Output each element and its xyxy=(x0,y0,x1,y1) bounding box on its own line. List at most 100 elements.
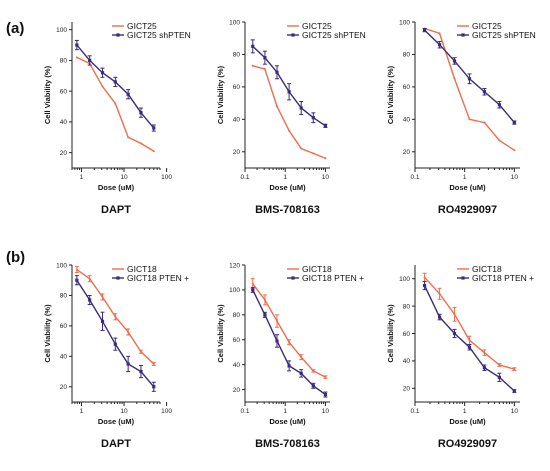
data-point xyxy=(263,298,266,301)
legend-label: GICT25 shPTEN xyxy=(127,30,191,40)
drug-title: RO4929097 xyxy=(438,204,497,216)
data-point xyxy=(101,85,104,88)
y-tick-label: 80 xyxy=(403,303,411,310)
data-point xyxy=(152,126,156,130)
data-point xyxy=(276,105,279,108)
data-point xyxy=(139,111,143,115)
chart-5: 20 40 60 80 100 0.1 1 10 Dose (uM) Cell Viability… xyxy=(386,264,534,450)
legend-marker xyxy=(291,33,295,37)
legend-label: GICT18 PTEN + xyxy=(302,273,364,283)
y-axis-title: Cell Viability (%) xyxy=(216,65,225,124)
data-point xyxy=(152,150,155,153)
data-point xyxy=(437,43,442,47)
x-tick-label: 10 xyxy=(511,408,519,415)
data-point xyxy=(422,28,427,32)
x-tick-label: 10 xyxy=(120,174,128,181)
y-tick-label: 40 xyxy=(403,358,411,365)
data-point xyxy=(300,356,303,359)
series-modified: GICT25 shPTEN xyxy=(74,30,191,132)
y-tick-label: 40 xyxy=(233,362,241,369)
x-tick-label: 1 xyxy=(463,408,467,415)
y-tick-label: 20 xyxy=(233,149,241,156)
series-line xyxy=(252,65,326,159)
data-point xyxy=(251,288,255,292)
data-point xyxy=(75,56,78,59)
data-point xyxy=(299,106,303,110)
data-point xyxy=(468,118,471,121)
x-tick-label: 100 xyxy=(161,408,172,415)
legend-marker xyxy=(461,33,465,37)
drug-title: DAPT xyxy=(101,438,131,450)
data-point xyxy=(453,313,456,316)
x-tick-label: 100 xyxy=(161,174,172,181)
data-point xyxy=(152,385,156,389)
y-tick-label: 100 xyxy=(56,262,67,269)
data-point xyxy=(300,147,303,150)
data-point xyxy=(251,44,255,48)
x-tick-label: 0.1 xyxy=(240,174,249,181)
data-point xyxy=(311,384,315,388)
y-tick-label: 100 xyxy=(229,287,240,294)
data-point xyxy=(113,80,117,84)
x-axis-title: Dose (uM) xyxy=(269,183,306,192)
series-line xyxy=(424,276,515,370)
data-point xyxy=(483,351,486,354)
data-point xyxy=(287,364,291,368)
legend-label: GICT18 PTEN + xyxy=(127,273,189,283)
data-point xyxy=(288,341,291,344)
x-tick-label: 1 xyxy=(463,174,467,181)
series-modified: GICT18 PTEN + xyxy=(74,273,189,392)
data-point xyxy=(114,102,117,105)
data-point xyxy=(251,64,254,67)
data-point xyxy=(438,32,441,35)
legend-label: GICT25 shPTEN xyxy=(472,30,536,40)
data-point xyxy=(127,330,130,333)
data-point xyxy=(75,278,79,282)
x-axis-title: Dose (uM) xyxy=(98,417,135,426)
data-point xyxy=(139,350,142,353)
series-modified: GICT18 PTEN + xyxy=(250,273,364,398)
data-point xyxy=(482,90,487,94)
x-tick-label: 1 xyxy=(80,174,84,181)
data-point xyxy=(497,375,501,379)
y-tick-label: 40 xyxy=(60,119,68,126)
series-control: GICT18 xyxy=(250,264,332,379)
data-point xyxy=(513,149,516,152)
y-tick-label: 20 xyxy=(403,386,411,393)
data-point xyxy=(452,59,457,63)
data-point xyxy=(75,43,79,47)
legend-label: GICT25 xyxy=(302,21,332,31)
legend-label: GICT18 PTEN + xyxy=(472,273,534,283)
series-control: GICT18 xyxy=(422,264,517,371)
x-tick-label: 1 xyxy=(80,408,84,415)
data-point xyxy=(152,362,155,365)
y-tick-label: 40 xyxy=(403,117,411,124)
data-point xyxy=(468,339,471,342)
x-tick-label: 10 xyxy=(322,408,330,415)
series-control: GICT25 xyxy=(251,21,332,160)
y-tick-label: 60 xyxy=(233,84,241,91)
charts-group: 20 40 60 80 100 1 10 100 Dose (uM) Cell Viability… xyxy=(43,19,536,450)
data-point xyxy=(311,116,315,120)
data-point xyxy=(75,268,78,271)
y-tick-label: 60 xyxy=(60,88,68,95)
data-point xyxy=(483,121,486,124)
y-axis-title: Cell Viability (%) xyxy=(43,304,52,363)
data-point xyxy=(423,276,426,279)
y-tick-label: 100 xyxy=(229,19,240,26)
chart-0: 20 40 60 80 100 1 10 100 Dose (uM) Cell Viability… xyxy=(43,21,191,216)
chart-2: 20 40 60 80 100 0.1 1 10 Dose (uM) Cell Viability… xyxy=(386,19,536,216)
data-point xyxy=(100,319,105,323)
data-point xyxy=(288,129,291,132)
series-modified: GICT25 shPTEN xyxy=(250,30,366,128)
chart-1: 20 40 60 80 100 0.1 1 10 Dose (uM) Cell Viability… xyxy=(216,19,366,216)
y-tick-label: 40 xyxy=(60,354,68,361)
drug-title: BMS-708163 xyxy=(255,438,320,450)
data-point xyxy=(452,331,457,336)
data-point xyxy=(275,339,279,343)
data-point xyxy=(467,345,472,349)
x-tick-label: 1 xyxy=(283,408,287,415)
y-axis-title: Cell Viability (%) xyxy=(43,65,52,124)
y-tick-label: 80 xyxy=(60,293,68,300)
legend-label: GICT18 xyxy=(472,264,502,274)
